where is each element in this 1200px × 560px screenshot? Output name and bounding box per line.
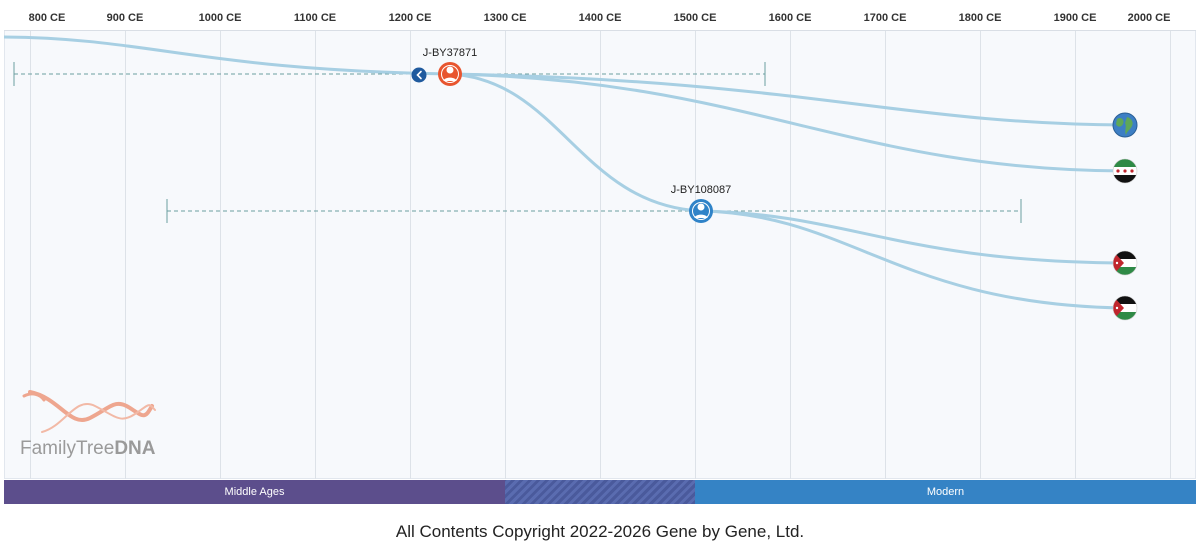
gridline: [600, 31, 601, 479]
era-transition: [505, 480, 695, 504]
person-icon: [697, 203, 705, 211]
gridline: [30, 31, 31, 479]
collapse-chevron-button[interactable]: [411, 67, 427, 83]
person-icon: [446, 66, 454, 74]
tick-label: 1600 CE: [768, 12, 812, 24]
familytreedna-logo: FamilyTreeDNA: [20, 388, 170, 468]
tick-label: 1300 CE: [483, 12, 527, 24]
time-axis: [4, 4, 1196, 31]
node-label-j-by37871[interactable]: J-BY37871: [422, 47, 478, 59]
haplotree-diagram: [3, 35, 1138, 321]
era-middle-ages: Middle Ages: [4, 480, 505, 504]
tick-label: 1800 CE: [958, 12, 1002, 24]
gridline: [885, 31, 886, 479]
tick-label: 1900 CE: [1053, 12, 1097, 24]
tick-label: 1400 CE: [578, 12, 622, 24]
tick-label: 900 CE: [106, 12, 144, 24]
era-label: Modern: [926, 486, 965, 498]
gridline: [505, 31, 506, 479]
copyright-notice: All Contents Copyright 2022-2026 Gene by…: [395, 522, 805, 541]
era-label: Middle Ages: [224, 486, 285, 498]
tick-label: 1100 CE: [293, 12, 337, 24]
globe-icon[interactable]: [1112, 112, 1138, 138]
gridline: [790, 31, 791, 479]
logo-wordmark-regular: FamilyTree: [20, 438, 115, 459]
logo-wordmark-bold: DNA: [114, 438, 156, 459]
jordan-flag-icon[interactable]: [1112, 295, 1138, 321]
branch-line: [700, 209, 1126, 265]
gridline: [125, 31, 126, 479]
branch-line: [449, 72, 702, 213]
gridline: [220, 31, 221, 479]
tick-label: 1700 CE: [863, 12, 907, 24]
branch-line: [449, 72, 1126, 173]
branch-line: [3, 35, 451, 76]
tick-label: 800 CE: [28, 12, 66, 24]
node-j-by108087[interactable]: [689, 199, 713, 223]
tick-label: 1000 CE: [198, 12, 242, 24]
era-modern: Modern: [695, 480, 1196, 504]
gridline: [1075, 31, 1076, 479]
gridline: [410, 31, 411, 479]
syria-flag-icon[interactable]: [1112, 158, 1138, 184]
gridline: [695, 31, 696, 479]
gridline: [315, 31, 316, 479]
branch-line: [700, 209, 1126, 310]
tick-label: 1500 CE: [673, 12, 717, 24]
tick-label: 1200 CE: [388, 12, 432, 24]
branch-lines: [3, 35, 1126, 310]
logo-wordmark: FamilyTreeDNA: [20, 438, 155, 460]
tick-label: 2000 CE: [1127, 12, 1171, 24]
jordan-flag-icon[interactable]: [1112, 250, 1138, 276]
dna-helix-icon: [22, 390, 156, 433]
node-label-j-by108087[interactable]: J-BY108087: [670, 184, 732, 196]
ci-range-j-by108087: [166, 199, 1022, 223]
ci-range-j-by37871: [13, 62, 766, 86]
node-j-by37871[interactable]: [438, 62, 462, 86]
gridline: [1170, 31, 1171, 479]
branch-line: [449, 72, 1126, 127]
